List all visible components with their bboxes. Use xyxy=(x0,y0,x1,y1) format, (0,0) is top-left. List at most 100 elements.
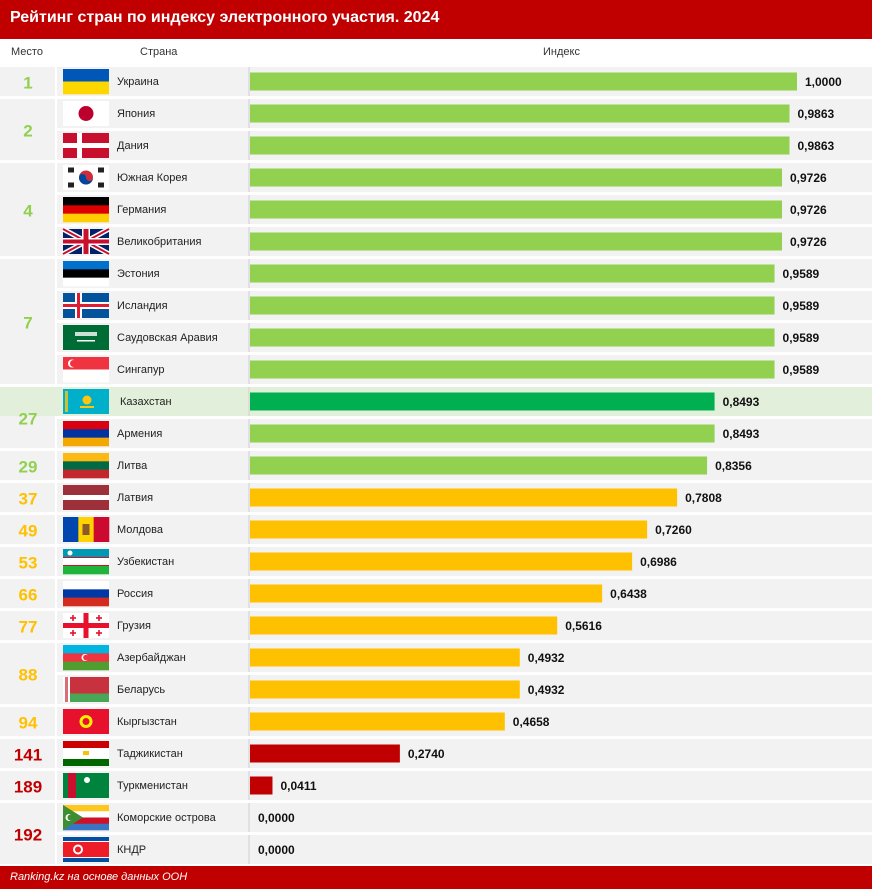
place-label: 49 xyxy=(19,522,38,541)
bar xyxy=(250,360,775,379)
bar xyxy=(250,488,678,507)
bar xyxy=(250,392,715,411)
value-label: 0,6438 xyxy=(610,587,647,601)
value-label: 0,9726 xyxy=(790,235,827,249)
value-label: 0,2740 xyxy=(408,747,445,761)
country-label: Латвия xyxy=(117,492,153,504)
place-cell xyxy=(0,547,55,576)
bar xyxy=(250,104,790,123)
saudi-arabia-flag-icon xyxy=(63,325,109,350)
country-label: Кыргызстан xyxy=(117,716,177,728)
value-label: 0,4932 xyxy=(528,683,565,697)
bar xyxy=(250,456,708,475)
country-label: Сингапур xyxy=(117,364,165,376)
place-label: 94 xyxy=(19,714,38,733)
bar xyxy=(250,680,520,699)
place-cell xyxy=(0,771,55,800)
value-label: 0,6986 xyxy=(640,555,677,569)
bar xyxy=(250,648,520,667)
comoros-flag-icon xyxy=(63,805,109,831)
germany-flag-icon xyxy=(63,197,109,223)
table-row xyxy=(57,835,872,864)
value-label: 0,9589 xyxy=(783,331,820,345)
russia-flag-icon xyxy=(63,581,109,607)
bar xyxy=(250,296,775,315)
value-label: 0,0000 xyxy=(258,843,295,857)
place-label: 29 xyxy=(19,458,38,477)
country-label: Армения xyxy=(117,428,162,440)
bar xyxy=(250,712,505,731)
value-label: 0,7260 xyxy=(655,523,692,537)
bar xyxy=(250,776,273,795)
country-label: Украина xyxy=(117,76,160,88)
place-label: 1 xyxy=(23,74,32,93)
denmark-flag-icon xyxy=(63,133,109,158)
bar xyxy=(250,520,648,539)
country-label: Саудовская Аравия xyxy=(117,332,218,344)
bar xyxy=(250,136,790,155)
header-bar: Рейтинг стран по индексу электронного уч… xyxy=(0,0,872,39)
table-row xyxy=(57,771,872,800)
place-cell xyxy=(0,579,55,608)
value-label: 0,9863 xyxy=(798,107,835,121)
bar xyxy=(250,552,633,571)
value-label: 0,9589 xyxy=(783,267,820,281)
country-label: Германия xyxy=(117,204,166,216)
moldova-flag-icon xyxy=(63,517,110,542)
table-row xyxy=(57,803,872,832)
table-row xyxy=(57,739,872,768)
place-cell xyxy=(0,451,55,480)
lithuania-flag-icon xyxy=(63,453,109,479)
place-label: 189 xyxy=(14,778,42,797)
footer-bar: Ranking.kz на основе данных ООН xyxy=(0,866,872,889)
place-label: 53 xyxy=(19,554,38,573)
place-cell xyxy=(0,515,55,544)
place-label: 7 xyxy=(23,314,32,333)
bar xyxy=(250,232,783,251)
place-cell xyxy=(0,67,55,96)
country-label: Литва xyxy=(117,460,148,472)
value-label: 0,4658 xyxy=(513,715,550,729)
kazakhstan-flag-icon xyxy=(63,389,109,414)
source-note: Ranking.kz на основе данных ООН xyxy=(10,871,188,883)
value-label: 0,9863 xyxy=(798,139,835,153)
country-label: КНДР xyxy=(117,844,146,856)
place-cell xyxy=(0,643,55,704)
iceland-flag-icon xyxy=(63,293,109,318)
place-label: 88 xyxy=(19,666,38,685)
place-label: 2 xyxy=(23,122,32,141)
place-label: 141 xyxy=(14,746,42,765)
place-label: 4 xyxy=(23,202,33,221)
japan-flag-icon xyxy=(63,101,109,126)
value-label: 0,7808 xyxy=(685,491,722,505)
bar xyxy=(250,264,775,283)
place-cell xyxy=(0,611,55,640)
south-korea-flag-icon xyxy=(63,165,109,190)
singapore-flag-icon xyxy=(63,357,109,383)
country-label: Таджикистан xyxy=(117,748,183,760)
uk-flag-icon xyxy=(61,226,111,257)
place-label: 37 xyxy=(19,490,38,509)
dprk-flag-icon xyxy=(63,837,109,862)
country-label: Грузия xyxy=(117,620,151,632)
uzbekistan-flag-icon xyxy=(63,549,109,575)
country-label: Исландия xyxy=(117,300,168,312)
country-label: Казахстан xyxy=(120,396,172,408)
country-label: Дания xyxy=(117,140,149,152)
rating-chart: Украина 1,0000 Япония 0,9863 Дания 0,9863 Южна… xyxy=(0,67,872,864)
country-label: Азербайджан xyxy=(117,652,186,664)
georgia-flag-icon xyxy=(63,613,109,638)
country-label: Эстония xyxy=(117,268,160,280)
bar xyxy=(250,424,715,443)
place-label: 77 xyxy=(19,618,38,637)
country-label: Япония xyxy=(117,108,155,120)
place-cell xyxy=(0,483,55,512)
bar xyxy=(250,616,558,635)
place-label: 27 xyxy=(19,410,38,429)
tajikistan-flag-icon xyxy=(63,741,109,766)
value-label: 0,8493 xyxy=(723,395,760,409)
place-cell xyxy=(0,707,55,736)
place-cell xyxy=(0,259,55,384)
country-label: Беларусь xyxy=(117,684,165,696)
country-label: Великобритания xyxy=(117,236,202,248)
